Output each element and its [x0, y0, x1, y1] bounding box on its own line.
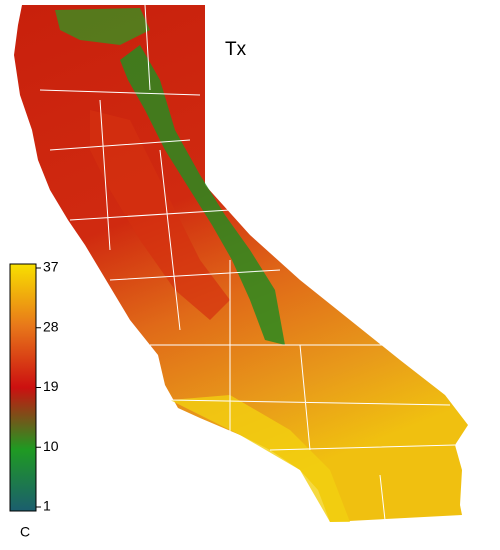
sierra-cool-zone: [120, 45, 285, 345]
map-title: Tx: [225, 39, 247, 60]
klamath-cool-zone: [55, 8, 150, 45]
colorbar: [9, 263, 37, 512]
southern-coast: [170, 395, 350, 522]
county-lines: [39, 4, 456, 521]
colorbar-tick-label: 1: [43, 498, 51, 514]
california-map: [14, 4, 468, 522]
colorbar-tick-label: 37: [43, 259, 59, 275]
central-valley: [90, 110, 230, 320]
colorbar-tick-label: 10: [43, 438, 59, 454]
colorbar-tick-label: 28: [43, 318, 59, 334]
colorbar-tick-label: 19: [43, 378, 59, 394]
colorbar-unit: C: [20, 524, 30, 540]
